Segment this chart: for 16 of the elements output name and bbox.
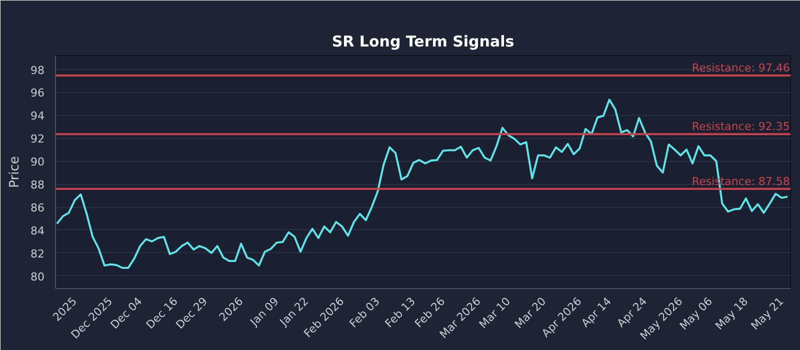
y-tick-label: 82 [30,247,45,260]
y-tick-label: 90 [30,156,45,169]
y-tick-label: 92 [30,132,45,146]
y-tick-label: 98 [30,64,45,77]
y-tick-label: 94 [30,110,45,123]
line-series [56,98,789,269]
ref-line-label: Resistance: 97.46 [692,61,790,74]
y-tick-label: 96 [30,86,45,100]
chart-title: SR Long Term Signals [332,32,514,50]
ref-line-label: Resistance: 92.35 [692,120,790,134]
y-axis-title: Price [8,156,23,188]
y-tick-label: 80 [30,270,45,284]
y-tick-label: 88 [30,178,45,192]
y-tick-label: 84 [30,224,45,238]
y-tick-label: 86 [30,202,45,215]
x-tick-label: Feb 03 [346,294,382,330]
